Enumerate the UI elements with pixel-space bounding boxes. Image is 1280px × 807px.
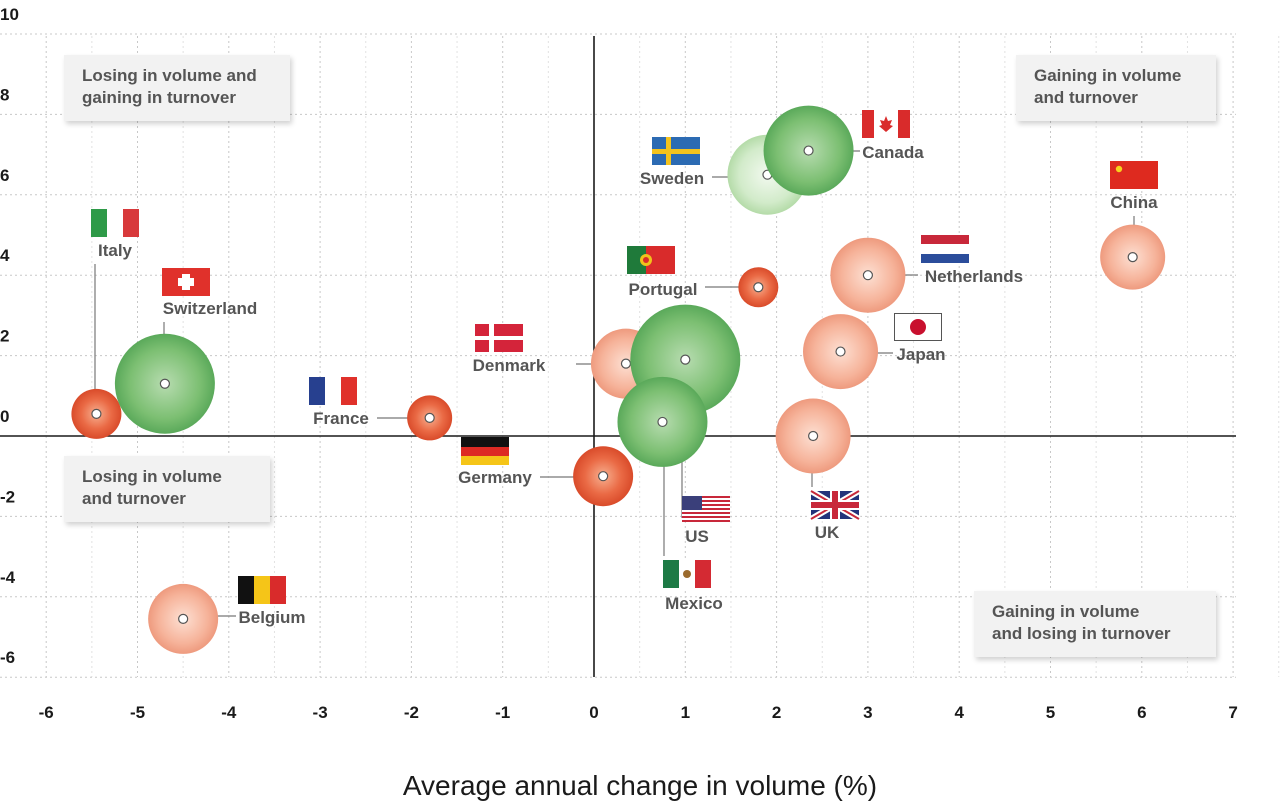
- flag-uk-icon: [809, 488, 861, 522]
- quadrant-line: Gaining in volume: [1034, 66, 1182, 85]
- country-label-belgium: Belgium: [238, 608, 305, 627]
- flag-denmark-icon: [475, 324, 523, 352]
- flag-germany-icon: [461, 437, 509, 465]
- country-label-denmark: Denmark: [473, 356, 546, 375]
- x-tick-label: 4: [954, 703, 964, 722]
- bubble-center-switzerland: [159, 378, 170, 389]
- x-tick-label: -5: [130, 703, 145, 722]
- country-label-japan: Japan: [896, 345, 945, 364]
- country-label-china: China: [1110, 193, 1158, 212]
- x-tick-label: -3: [313, 703, 328, 722]
- flags: [91, 110, 1158, 604]
- quadrant-line: and turnover: [1034, 88, 1138, 107]
- y-tick-label: -4: [0, 568, 16, 587]
- x-tick-label: -6: [39, 703, 54, 722]
- flag-netherlands-icon: [921, 235, 969, 263]
- country-labels: Italy Switzerland France Germany Denmark US Me…: [98, 143, 1158, 627]
- y-tick-label: 2: [0, 327, 9, 346]
- x-axis-ticks: -6 -5 -4 -3 -2 -1 0 1 2 3 4 5 6 7: [39, 703, 1238, 722]
- bubble-center-italy: [91, 408, 102, 419]
- quadrant-line: and turnover: [82, 489, 186, 508]
- bubble-center-netherlands: [862, 270, 874, 281]
- quadrant-label-bottom-left: Losing in volume and turnover: [64, 456, 270, 522]
- x-tick-label: 3: [863, 703, 872, 722]
- bubble-center-canada: [803, 145, 814, 156]
- bubble-center-uk: [808, 430, 819, 442]
- bubble-center-denmark: [620, 358, 632, 369]
- y-tick-label: 0: [0, 407, 9, 426]
- bubble-center-china: [1127, 252, 1138, 263]
- x-tick-label: -4: [221, 703, 237, 722]
- x-tick-label: 0: [589, 703, 598, 722]
- bubbles: [71, 105, 1166, 654]
- x-tick-label: 1: [681, 703, 690, 722]
- flag-japan-icon: [894, 313, 942, 341]
- bubble-center-mexico: [657, 416, 668, 428]
- flag-sweden-icon: [652, 137, 700, 165]
- y-tick-label: -6: [0, 648, 15, 667]
- quadrant-line: Gaining in volume: [992, 602, 1140, 621]
- country-label-italy: Italy: [98, 241, 133, 260]
- flag-france-icon: [309, 377, 357, 405]
- flag-canada-icon: [862, 110, 910, 138]
- x-tick-label: -2: [404, 703, 419, 722]
- country-label-france: France: [313, 409, 369, 428]
- country-label-netherlands: Netherlands: [925, 267, 1023, 286]
- country-label-portugal: Portugal: [629, 280, 698, 299]
- country-label-mexico: Mexico: [665, 594, 723, 613]
- flag-belgium-icon: [238, 576, 286, 604]
- quadrant-label-bottom-right: Gaining in volume and losing in turnover: [974, 591, 1216, 657]
- flag-portugal-icon: [627, 246, 675, 274]
- bubble-center-japan: [835, 346, 846, 357]
- flag-italy-icon: [91, 209, 139, 237]
- y-tick-label: 10: [0, 5, 19, 24]
- quadrant-label-top-left: Losing in volume and gaining in turnover: [64, 55, 290, 121]
- bubble-center-belgium: [178, 613, 189, 625]
- quadrant-label-top-right: Gaining in volume and turnover: [1016, 55, 1216, 121]
- flag-switzerland-icon: [162, 268, 210, 296]
- flag-us-icon: [682, 496, 730, 522]
- bubble-center-us: [680, 354, 691, 365]
- country-label-switzerland: Switzerland: [163, 299, 257, 318]
- bubble-center-germany: [598, 471, 609, 482]
- country-label-us: US: [685, 527, 709, 546]
- bubble-center-portugal: [753, 282, 764, 293]
- country-label-germany: Germany: [458, 468, 532, 487]
- y-axis-ticks: 10 8 6 4 2 0 -2 -4 -6: [0, 5, 19, 667]
- x-tick-label: 7: [1228, 703, 1237, 722]
- flag-china-icon: [1110, 161, 1158, 189]
- y-tick-label: 4: [0, 246, 10, 265]
- x-tick-label: -1: [495, 703, 510, 722]
- x-tick-label: 2: [772, 703, 781, 722]
- quadrant-line: and losing in turnover: [992, 624, 1171, 643]
- y-tick-label: 8: [0, 85, 9, 104]
- country-label-sweden: Sweden: [640, 169, 704, 188]
- x-tick-label: 5: [1046, 703, 1055, 722]
- country-label-uk: UK: [815, 523, 840, 542]
- y-tick-label: -2: [0, 487, 15, 506]
- quadrant-line: gaining in turnover: [82, 88, 236, 107]
- x-axis-label: Average annual change in volume (%): [403, 770, 877, 801]
- bubble-center-france: [424, 412, 435, 424]
- quadrant-line: Losing in volume and: [82, 66, 257, 85]
- y-tick-label: 6: [0, 166, 9, 185]
- quadrant-line: Losing in volume: [82, 467, 222, 486]
- x-tick-label: 6: [1137, 703, 1146, 722]
- flag-mexico-icon: [663, 560, 711, 588]
- country-label-canada: Canada: [862, 143, 924, 162]
